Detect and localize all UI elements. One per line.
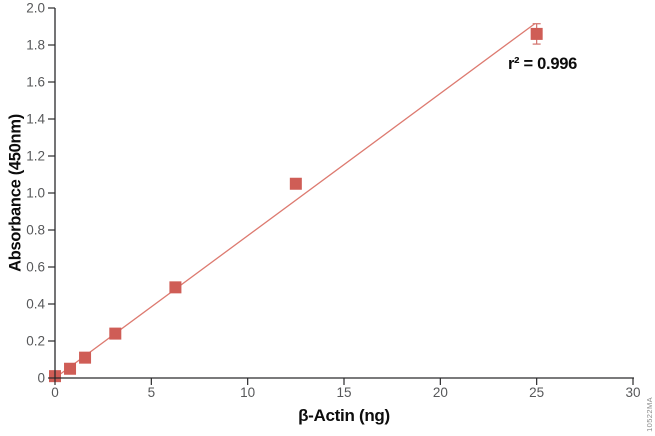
fit-line	[54, 23, 536, 379]
y-tick-label: 0	[37, 371, 45, 386]
x-tick-label: 20	[433, 385, 448, 400]
y-tick-label: 1.4	[26, 112, 45, 127]
y-tick-label: 1.2	[26, 149, 45, 164]
data-point-marker	[79, 351, 92, 364]
x-tick-label: 30	[625, 385, 640, 400]
x-tick-label: 5	[148, 385, 156, 400]
x-tick-label: 15	[336, 385, 351, 400]
x-axis-title: β-Actin (ng)	[298, 406, 390, 425]
r-squared-annotation: r² = 0.996	[508, 55, 577, 73]
y-tick-label: 2.0	[26, 1, 45, 16]
y-tick-label: 0.4	[26, 297, 45, 312]
data-point-marker	[169, 281, 182, 294]
y-tick-label: 1.6	[26, 75, 45, 90]
y-tick-label: 1.0	[26, 186, 45, 201]
x-tick-label: 25	[529, 385, 544, 400]
y-axis-title: Absorbance (450nm)	[6, 114, 25, 272]
figure-id-watermark: 10522MA	[645, 397, 654, 432]
data-point-marker	[289, 177, 302, 190]
data-point-marker	[64, 362, 77, 375]
data-point-marker	[530, 27, 543, 40]
y-tick-label: 0.6	[26, 260, 45, 275]
y-tick-label: 0.8	[26, 223, 45, 238]
y-tick-label: 1.8	[26, 38, 45, 53]
x-tick-label: 0	[51, 385, 59, 400]
x-tick-label: 10	[240, 385, 255, 400]
y-tick-label: 0.2	[26, 334, 45, 349]
data-point-marker	[109, 327, 122, 340]
